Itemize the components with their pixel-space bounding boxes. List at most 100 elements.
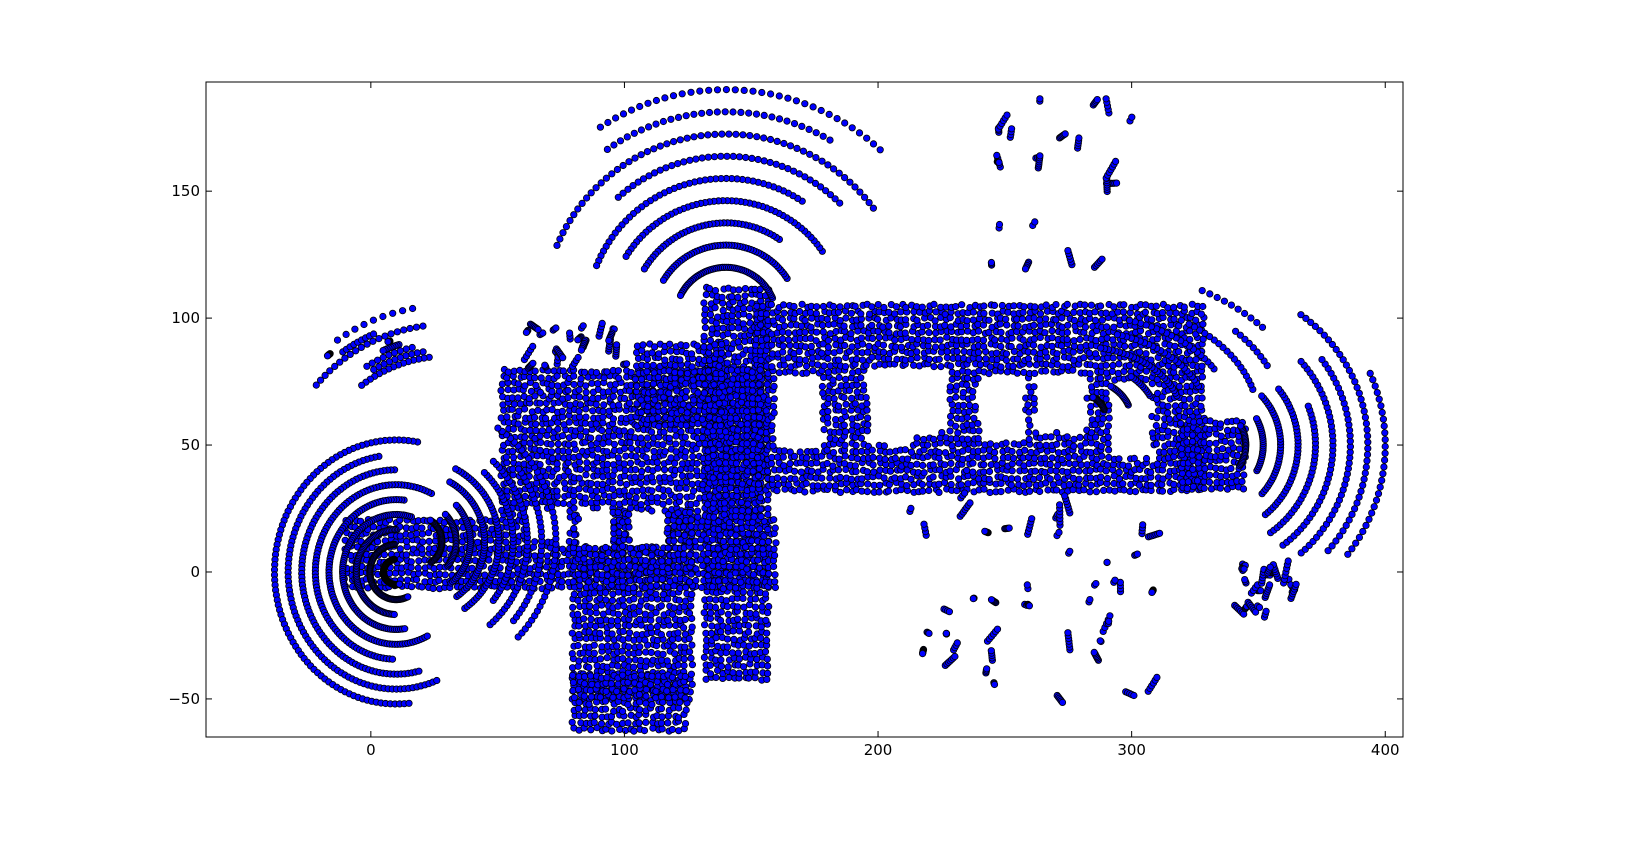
- data-point-4107: [688, 480, 696, 488]
- data-point-3972: [654, 464, 662, 472]
- data-point-1895: [1041, 348, 1050, 356]
- data-point-4440: [575, 630, 583, 639]
- data-point-1383: [913, 348, 921, 356]
- data-point-4914: [674, 509, 682, 517]
- data-point-4194: [710, 513, 718, 521]
- data-point-2860: [485, 556, 493, 564]
- data-point-236: [719, 306, 727, 314]
- data-point-1285: [880, 303, 888, 312]
- data-point-1431: [929, 473, 937, 481]
- data-point-781: [763, 467, 772, 475]
- data-point-1972: [1063, 433, 1071, 441]
- data-point-1847: [1032, 429, 1040, 437]
- data-point-1478: [943, 353, 951, 362]
- data-point-361: [735, 669, 743, 677]
- data-point-859: [779, 453, 787, 461]
- data-point-2064: [1086, 369, 1094, 378]
- data-point-4314: [738, 480, 746, 488]
- data-point-2733: [418, 524, 426, 532]
- data-point-4398: [755, 380, 763, 388]
- data-point-1980: [1064, 321, 1072, 329]
- data-point-1338: [903, 481, 911, 490]
- data-point-3262: [731, 584, 740, 592]
- data-point-1219: [863, 414, 872, 422]
- data-point-3657: [570, 380, 578, 389]
- data-point-1880: [1036, 316, 1044, 324]
- data-point-4951: [685, 648, 694, 656]
- data-point-1546: [957, 481, 965, 489]
- data-point-1865: [1035, 474, 1044, 482]
- data-point-1674: [986, 488, 994, 497]
- data-point-4294: [732, 459, 741, 467]
- data-point-4901: [675, 596, 684, 604]
- data-point-4729: [635, 576, 644, 585]
- data-point-4221: [715, 485, 724, 493]
- data-point-867: [778, 328, 787, 336]
- data-point-748: [753, 302, 761, 310]
- data-point-662: [763, 662, 772, 670]
- data-point-4719: [636, 643, 644, 651]
- data-point-3211: [703, 556, 711, 564]
- data-point-371: [733, 603, 742, 611]
- data-point-2338: [1158, 487, 1167, 495]
- data-point-476: [739, 304, 748, 313]
- data-point-3302: [748, 537, 756, 545]
- data-point-3685: [582, 471, 590, 479]
- data-point-821: [770, 395, 778, 403]
- data-point-3238: [714, 525, 723, 534]
- data-point-1041: [829, 448, 838, 457]
- data-point-4318: [738, 453, 746, 461]
- data-point-1210: [864, 480, 872, 488]
- data-point-1265: [873, 315, 882, 323]
- data-point-1530: [952, 393, 960, 401]
- data-point-4854: [664, 524, 672, 533]
- data-point-4585: [608, 617, 616, 625]
- data-point-4972: [686, 508, 694, 517]
- data-point-1057: [832, 341, 840, 349]
- data-point-4969: [688, 529, 696, 537]
- data-point-1077: [834, 402, 843, 410]
- data-point-2706: [407, 558, 415, 566]
- data-point-3805: [609, 401, 617, 410]
- data-point-3931: [642, 454, 650, 462]
- data-point-669: [762, 616, 770, 625]
- data-point-3866: [627, 444, 636, 453]
- data-point-4499: [586, 558, 594, 566]
- data-point-2558: [1198, 373, 1207, 381]
- data-point-1672: [980, 309, 988, 317]
- data-point-364: [734, 649, 743, 657]
- data-point-4340: [742, 459, 751, 467]
- data-point-3278: [737, 550, 745, 558]
- data-point-769: [757, 356, 765, 364]
- data-point-493: [746, 589, 754, 597]
- data-point-4793: [653, 622, 662, 631]
- data-point-1298: [885, 329, 893, 337]
- data-point-1925: [1053, 473, 1062, 481]
- data-point-3340: [771, 578, 779, 586]
- data-point-3664: [575, 474, 583, 482]
- data-point-4565: [601, 588, 610, 597]
- data-point-3270: [732, 531, 740, 539]
- data-point-1978: [1063, 335, 1071, 344]
- data-point-2074: [1087, 301, 1096, 309]
- data-point-1848: [1030, 406, 1039, 414]
- data-point-3269: [732, 538, 741, 546]
- data-point-923: [795, 307, 804, 316]
- data-point-1001: [819, 328, 827, 336]
- data-point-3828: [615, 401, 623, 409]
- data-point-2213: [1119, 308, 1128, 316]
- data-point-4362: [749, 467, 757, 475]
- data-point-3578: [553, 460, 561, 468]
- data-point-2482: [1180, 303, 1188, 311]
- data-point-1851: [1030, 383, 1038, 391]
- data-point-1961: [1058, 314, 1066, 322]
- data-point-4815: [657, 630, 666, 639]
- data-point-4408: [568, 649, 576, 658]
- data-point-1577: [963, 466, 971, 474]
- data-point-2901: [508, 578, 516, 586]
- data-point-4389: [756, 441, 764, 449]
- data-point-3698: [582, 388, 590, 396]
- data-point-1916: [1048, 342, 1056, 350]
- data-point-1560: [959, 388, 967, 397]
- data-point-1753: [1008, 467, 1016, 475]
